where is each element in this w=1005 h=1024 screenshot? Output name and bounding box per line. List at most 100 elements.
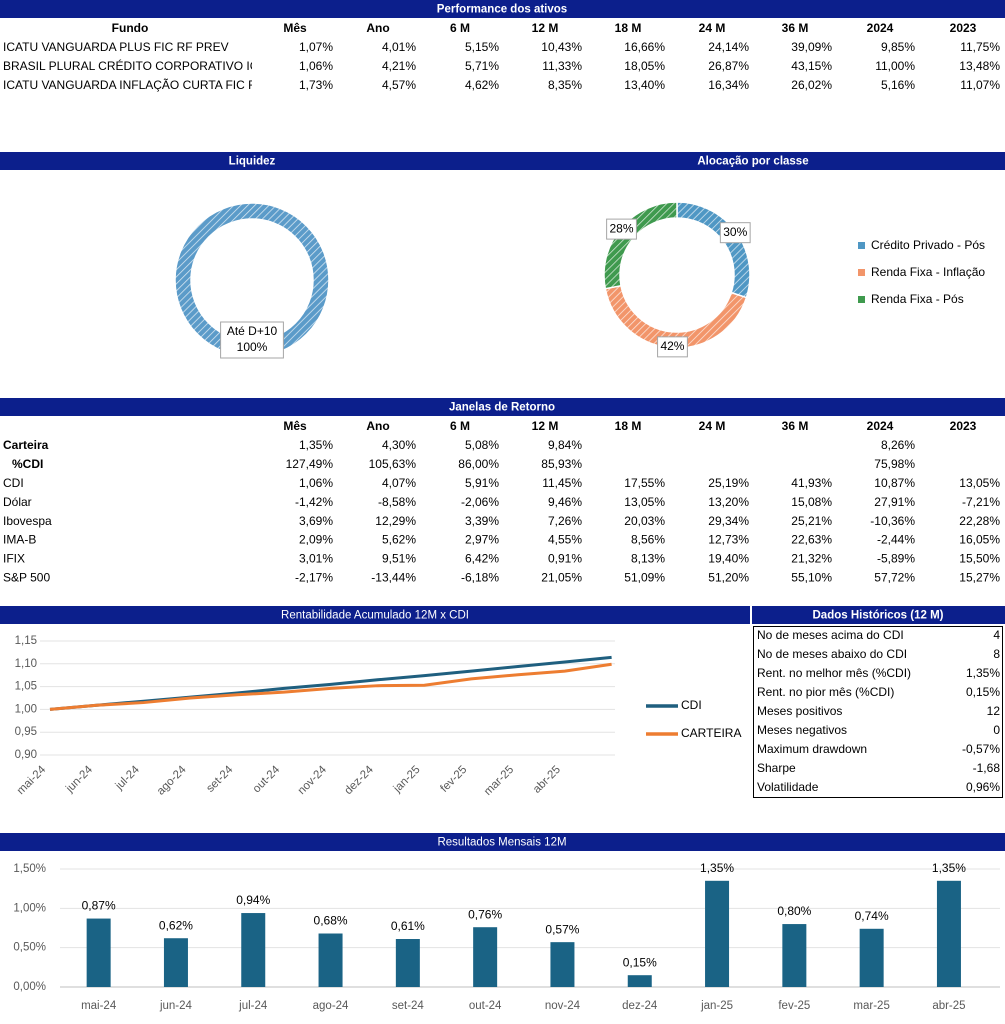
x-tick-label: ago-24 [313, 1000, 349, 1012]
cell: 6,42% [465, 552, 499, 566]
section-header [0, 152, 1005, 170]
cell: 4,57% [382, 78, 416, 92]
fund-name: ICATU VANGUARDA INFLAÇÃO CURTA FIC R [3, 78, 257, 92]
y-tick-label: 1,10 [15, 658, 37, 670]
cell: 51,09% [624, 570, 665, 584]
cell: 1,07% [299, 40, 333, 54]
column-header: Ano [366, 419, 389, 433]
bar [318, 933, 343, 987]
legend-label: Crédito Privado - Pós [871, 238, 985, 252]
section-header [0, 606, 750, 624]
x-tick-label: fev-25 [778, 1000, 810, 1012]
data-label: 1,35% [700, 861, 734, 875]
cell: 26,87% [708, 59, 749, 73]
cell: 10,43% [541, 40, 582, 54]
y-tick-label: 0,90 [15, 749, 37, 761]
cell: 8,26% [881, 438, 915, 452]
x-tick-label: fev-25 [438, 764, 469, 795]
x-tick-label: nov-24 [296, 763, 330, 797]
x-tick-label: jan-25 [700, 1000, 733, 1012]
row-label: %CDI [12, 457, 43, 471]
section-title: Janelas de Retorno [449, 402, 555, 414]
cell: 2,97% [465, 533, 499, 547]
stat-value: 1,35% [966, 666, 1000, 680]
section-header [0, 833, 1005, 851]
data-label-box [719, 222, 751, 244]
cell: 27,91% [874, 495, 915, 509]
x-tick-label: dez-24 [622, 1000, 658, 1012]
cell: 3,69% [299, 514, 333, 528]
column-header: 2023 [950, 21, 977, 35]
cell: 4,21% [382, 59, 416, 73]
donut-segment [676, 201, 751, 299]
bar [550, 942, 575, 987]
cell: 20,03% [624, 514, 665, 528]
legend-label: CARTEIRA [681, 726, 741, 740]
cell: 22,63% [791, 533, 832, 547]
data-label: 0,62% [159, 918, 193, 932]
data-label: 0,74% [855, 909, 889, 923]
cell: 13,40% [624, 78, 665, 92]
data-label-box [220, 321, 284, 359]
cell: 8,35% [548, 78, 582, 92]
column-header: 6 M [450, 21, 470, 35]
cell: 24,14% [708, 40, 749, 54]
column-header: 2024 [867, 419, 894, 433]
row-label: Dólar [3, 495, 32, 509]
cell: 9,51% [382, 552, 416, 566]
row-label: Ibovespa [3, 514, 52, 528]
bar [705, 880, 730, 987]
cell: 8,56% [631, 533, 665, 547]
data-label: 42% [660, 339, 684, 353]
cell: 13,20% [708, 495, 749, 509]
cell: 18,05% [624, 59, 665, 73]
cell: 41,93% [791, 476, 832, 490]
bar [859, 928, 884, 987]
cell: 5,16% [881, 78, 915, 92]
x-tick-label: mai-24 [15, 763, 49, 797]
cell: 19,40% [708, 552, 749, 566]
cell: 13,05% [624, 495, 665, 509]
cell: -8,58% [378, 495, 416, 509]
stat-label: Volatilidade [757, 780, 819, 794]
stat-label: Rent. no melhor mês (%CDI) [757, 666, 911, 680]
x-tick-label: out-24 [469, 1000, 502, 1012]
cell: 127,49% [286, 457, 334, 471]
data-label: 0,57% [545, 922, 579, 936]
column-header: Ano [366, 21, 389, 35]
cell: -2,44% [877, 533, 915, 547]
cell: 2,09% [299, 533, 333, 547]
cell: 1,73% [299, 78, 333, 92]
cell: 9,46% [548, 495, 582, 509]
cell: 13,05% [959, 476, 1000, 490]
cell: 7,26% [548, 514, 582, 528]
cell: 15,50% [959, 552, 1000, 566]
y-tick-label: 0,95 [15, 726, 37, 738]
cell: -10,36% [870, 514, 915, 528]
line-series [49, 655, 612, 711]
x-tick-label: jun-24 [159, 1000, 193, 1012]
x-tick-label: abr-25 [932, 1000, 965, 1012]
column-header: 18 M [615, 419, 642, 433]
row-label: IMA-B [3, 533, 36, 547]
section-title: Alocação por classe [697, 156, 808, 168]
cell: 22,28% [959, 514, 1000, 528]
bar [395, 939, 420, 987]
stat-value: -1,68 [973, 761, 1001, 775]
legend-marker [858, 269, 865, 276]
legend-marker [858, 296, 865, 303]
data-label: 0,76% [468, 907, 502, 921]
data-label: 0,80% [777, 904, 811, 918]
cell: 25,21% [791, 514, 832, 528]
y-tick-label: 0,00% [13, 981, 46, 993]
cell: 11,07% [960, 78, 1000, 92]
column-header: 6 M [450, 419, 470, 433]
column-header: Fundo [112, 21, 149, 35]
x-tick-label: mai-24 [81, 1000, 117, 1012]
data-label: 0,15% [623, 955, 657, 969]
stat-value: 12 [987, 704, 1001, 718]
data-label: 100% [237, 340, 268, 354]
fund-name: BRASIL PLURAL CRÉDITO CORPORATIVO ICA [3, 58, 266, 73]
cell: 105,63% [369, 457, 417, 471]
column-header: 36 M [782, 419, 809, 433]
